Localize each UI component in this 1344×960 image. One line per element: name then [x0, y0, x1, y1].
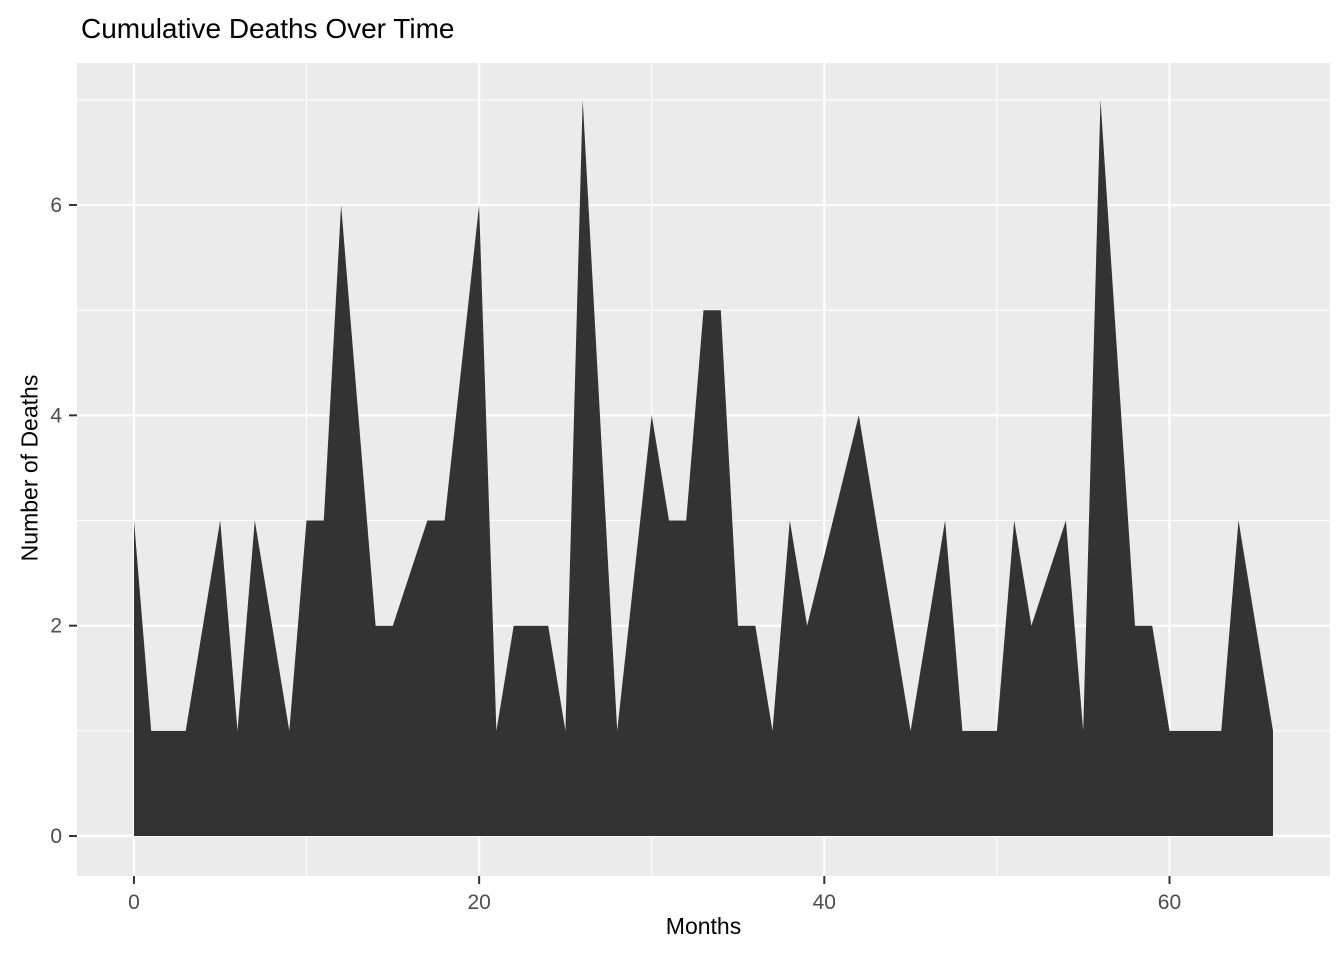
y-tick-label: 0 — [50, 825, 62, 848]
y-tick-label: 6 — [50, 194, 62, 217]
x-tick-label: 0 — [128, 891, 140, 914]
x-tick-label: 60 — [1158, 891, 1181, 914]
chart-title: Cumulative Deaths Over Time — [81, 13, 455, 44]
y-tick-label: 2 — [50, 615, 62, 638]
area-series-deaths — [134, 99, 1273, 837]
x-tick-label: 20 — [467, 891, 490, 914]
y-tick-label: 4 — [50, 404, 62, 427]
y-axis-title: Number of Deaths — [16, 374, 43, 562]
x-tick-label: 40 — [813, 891, 836, 914]
x-axis-title: Months — [665, 913, 742, 939]
